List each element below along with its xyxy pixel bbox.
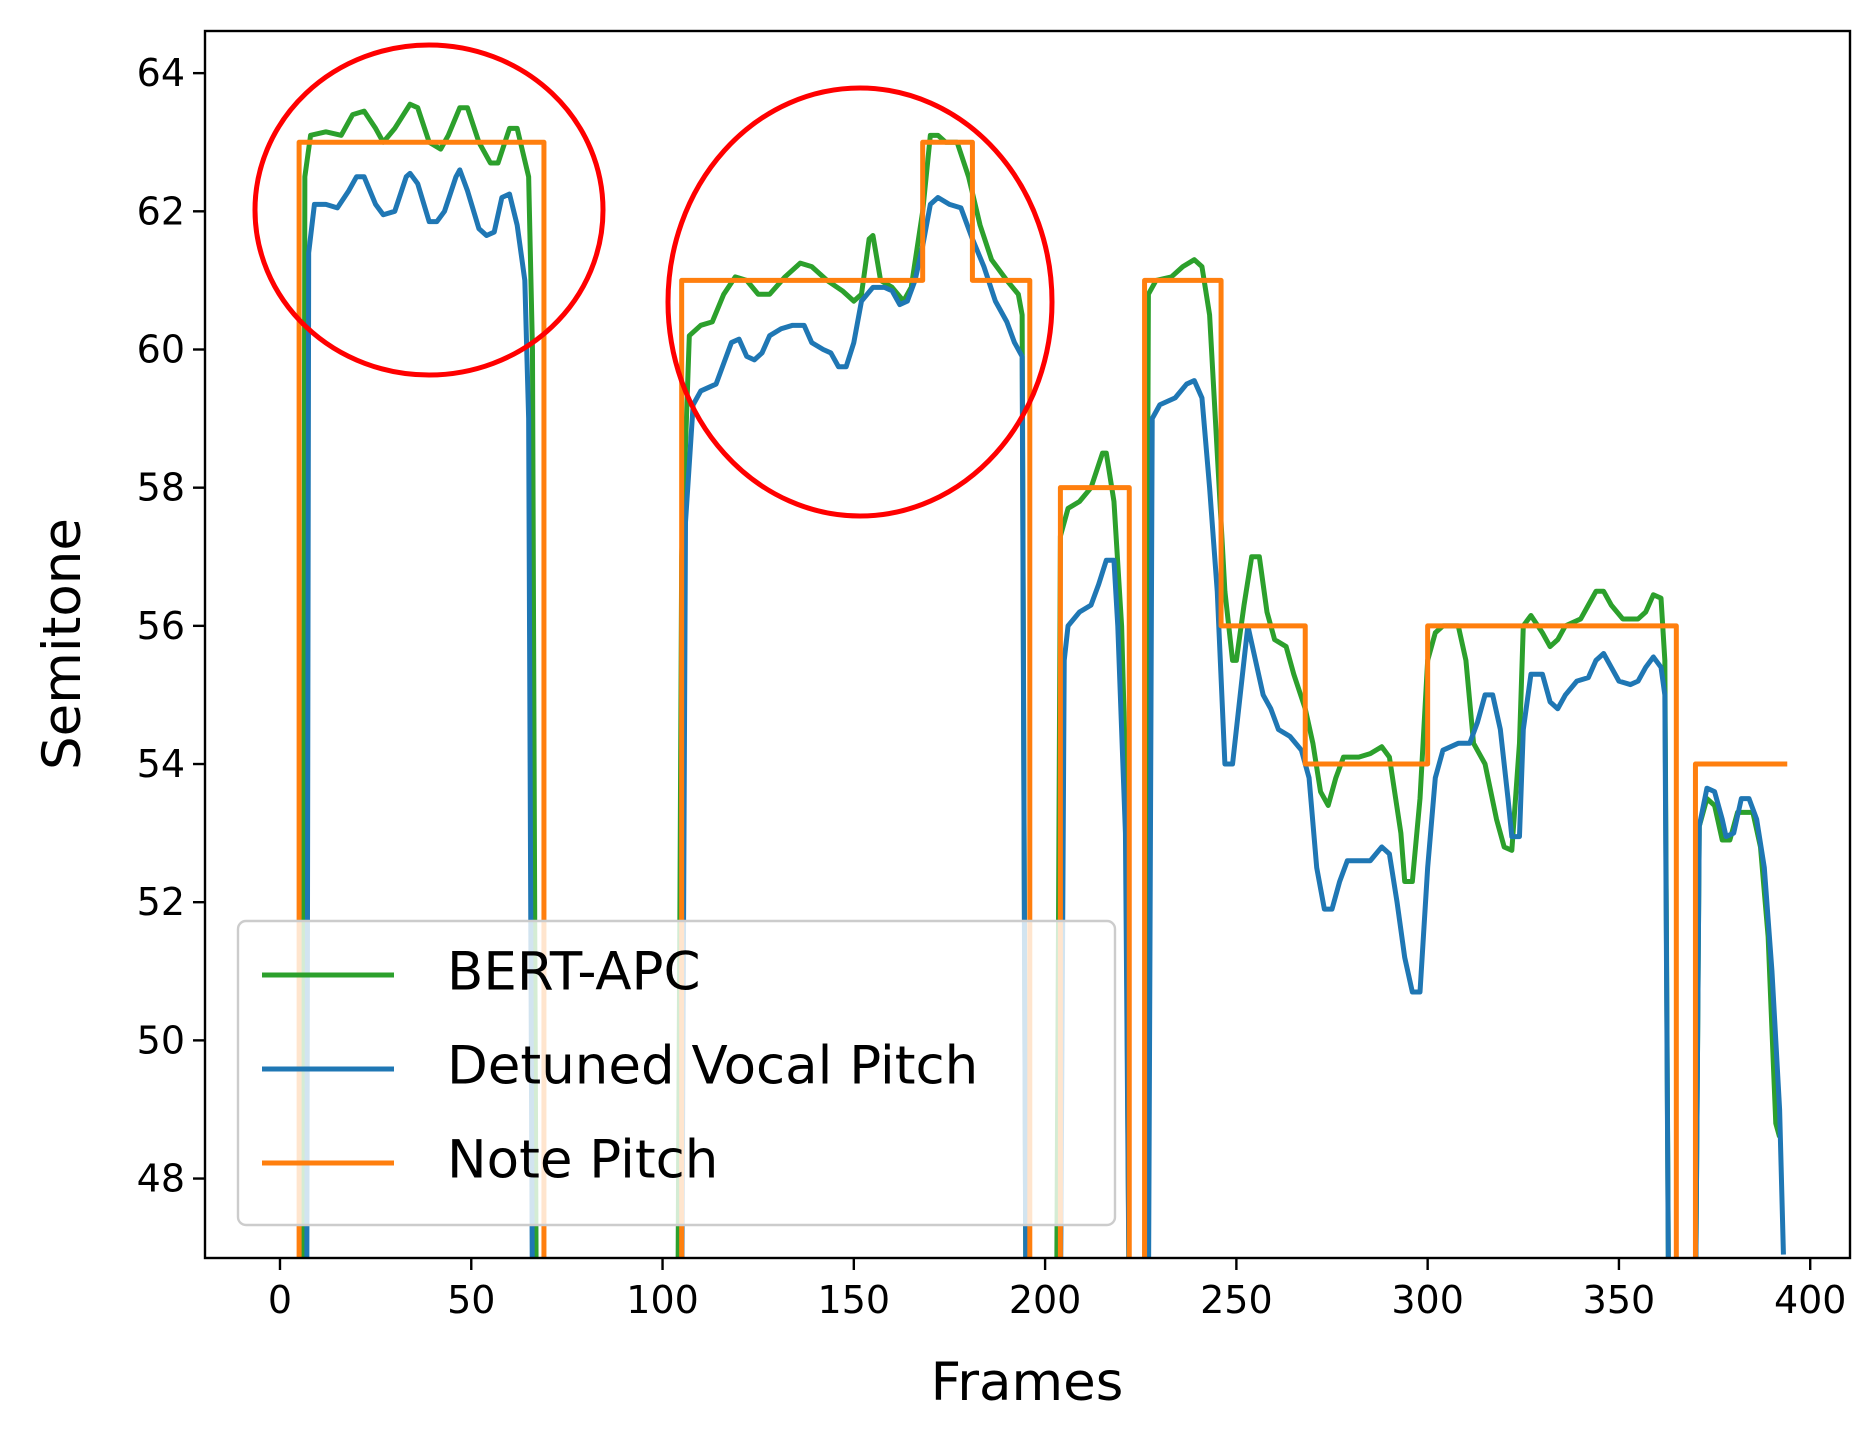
plot-area [296,101,1788,1258]
x-tick-label: 100 [626,1278,699,1322]
x-tick-label: 250 [1200,1278,1273,1322]
y-tick-label: 48 [137,1157,185,1201]
x-tick-label: 400 [1774,1278,1847,1322]
legend: BERT-APC Detuned Vocal Pitch Note Pitch [236,919,1117,1227]
y-tick-label: 64 [137,51,185,95]
plot-frame [203,29,1852,1260]
series-line [296,139,1788,1258]
y-tick-label: 54 [137,742,185,786]
y-tick-label: 52 [137,880,185,924]
highlight-circle [252,42,606,378]
x-tick-label: 0 [268,1278,292,1322]
y-tick-label: 58 [137,466,185,510]
y-tick-label: 62 [137,189,185,233]
x-tick-label: 350 [1583,1278,1656,1322]
legend-label: Note Pitch [447,1130,718,1191]
y-axis-label: Semitone [32,518,93,770]
x-tick-label: 200 [1009,1278,1082,1322]
x-tick-label: 300 [1391,1278,1464,1322]
x-tick-label: 150 [818,1278,891,1322]
y-tick-label: 56 [137,604,185,648]
series-line [300,101,1783,1258]
x-axis-label: Frames [931,1352,1124,1413]
y-tick-label: 50 [137,1018,185,1062]
legend-box [236,919,1117,1227]
legend-label: BERT-APC [447,942,701,1003]
highlight-circle [665,85,1055,519]
legend-label: Detuned Vocal Pitch [447,1036,978,1097]
x-tick-label: 50 [447,1278,495,1322]
y-tick-label: 60 [137,327,185,371]
